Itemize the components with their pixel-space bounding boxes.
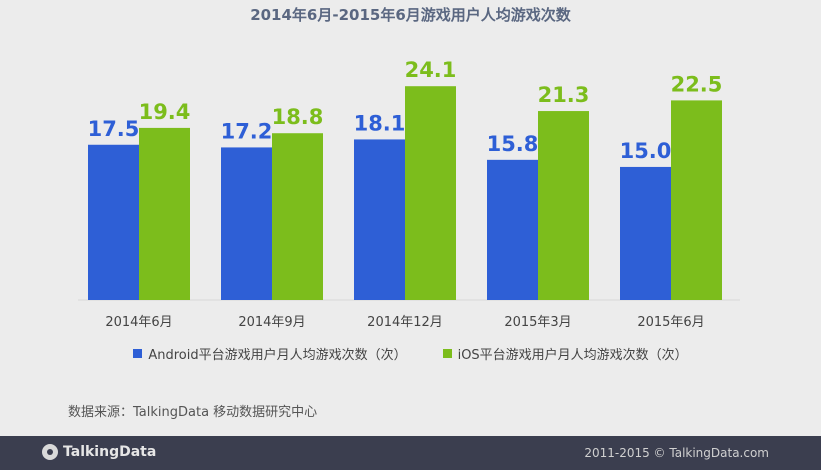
chart-legend: Android平台游戏用户月人均游戏次数（次） iOS平台游戏用户月人均游戏次数… <box>0 344 821 363</box>
source-note: 数据来源：TalkingData 移动数据研究中心 <box>68 405 318 420</box>
bar-value-label-android-2: 18.1 <box>354 111 406 135</box>
bar-value-label-android-4: 15.0 <box>620 139 672 163</box>
bar-value-label-ios-4: 22.5 <box>671 72 723 96</box>
bar-ios-1 <box>272 133 323 300</box>
bar-android-1 <box>221 147 272 300</box>
bar-android-2 <box>354 139 405 300</box>
bar-value-label-ios-3: 21.3 <box>538 83 590 107</box>
category-label-4: 2015年6月 <box>637 315 704 330</box>
bar-value-label-android-1: 17.2 <box>221 119 273 143</box>
legend-item-android: Android平台游戏用户月人均游戏次数（次） <box>133 344 407 363</box>
category-label-0: 2014年6月 <box>105 315 172 330</box>
bar-chart: 17.519.4 2014年6月 17.218.8 2014年9月 18.1 24.1 20… <box>78 58 740 330</box>
bar-value-label-ios-0: 19.4 <box>139 100 191 124</box>
legend-swatch-ios <box>442 349 452 358</box>
chart-title: 2014年6月-2015年6月游戏用户人均游戏次数 <box>250 6 571 24</box>
bar-ios-4 <box>671 100 722 300</box>
bar-value-label-android-0: 17.5 <box>88 117 140 141</box>
category-label-2: 2014年12月 <box>367 315 443 330</box>
legend-label-android: Android平台游戏用户月人均游戏次数（次） <box>148 348 407 363</box>
bar-value-label-android-3: 15.8 <box>487 132 539 156</box>
footer-logo-text: TalkingData <box>63 444 157 460</box>
bar-android-3 <box>487 159 538 300</box>
category-label-1: 2014年9月 <box>238 315 305 330</box>
bar-value-label-ios-1: 18.8 <box>272 105 324 129</box>
bar-android-0 <box>88 144 139 300</box>
legend-item-ios: iOS平台游戏用户月人均游戏次数（次） <box>442 344 688 363</box>
bar-ios-0 <box>139 127 190 300</box>
category-label-3: 2015年3月 <box>504 315 571 330</box>
footer-logo: TalkingData <box>42 444 156 460</box>
bar-android-4 <box>620 166 671 300</box>
bar-ios-2 <box>405 86 456 300</box>
footer-bar: TalkingData 2011-2015 © TalkingData.com <box>0 436 821 470</box>
bar-value-label-ios-2: 24.1 <box>405 58 457 82</box>
bar-ios-3 <box>538 111 589 300</box>
legend-label-ios: iOS平台游戏用户月人均游戏次数（次） <box>457 348 688 363</box>
talkingdata-logo-icon <box>42 444 58 460</box>
legend-swatch-android <box>133 349 143 358</box>
footer-copyright: 2011-2015 © TalkingData.com <box>584 446 769 460</box>
